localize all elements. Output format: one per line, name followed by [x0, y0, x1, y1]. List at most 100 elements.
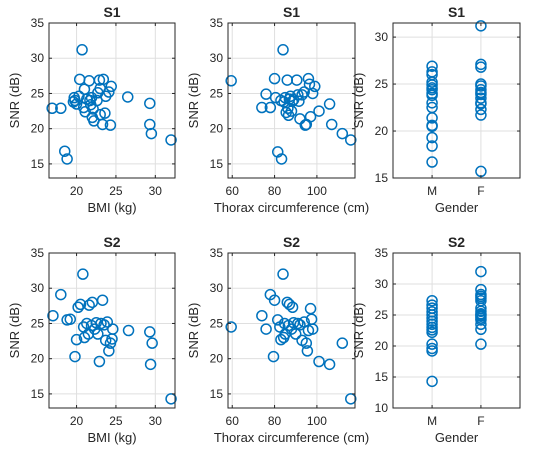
y-tick-label: 20: [31, 122, 45, 136]
y-tick-label: 30: [31, 281, 45, 295]
x-tick-label: 30: [149, 414, 163, 428]
y-tick-label: 35: [31, 16, 45, 30]
data-point: [323, 358, 336, 371]
data-point: [296, 89, 308, 101]
y-tick-label: 30: [375, 277, 389, 291]
data-point: [475, 338, 487, 350]
plot-area: [393, 23, 520, 178]
x-axis-label: BMI (kg): [87, 200, 136, 215]
data-point: [426, 87, 438, 100]
data-point: [144, 326, 156, 338]
data-point: [475, 92, 487, 104]
data-point: [306, 323, 319, 335]
y-tick-label: 30: [210, 51, 224, 65]
y-tick-label: 20: [31, 352, 45, 366]
y-tick-label: 25: [210, 86, 224, 100]
data-point: [426, 119, 438, 132]
data-point: [144, 97, 156, 110]
data-point: [475, 265, 487, 278]
data-point: [298, 86, 310, 98]
data-point: [59, 145, 71, 157]
data-point: [475, 78, 487, 90]
data-point: [90, 317, 102, 329]
data-point: [264, 101, 277, 114]
y-tick-label: 35: [210, 246, 224, 260]
data-point: [426, 60, 438, 72]
y-tick-label: 25: [375, 308, 389, 322]
data-point: [289, 328, 302, 340]
data-point: [103, 345, 115, 357]
plot-area: [49, 253, 175, 408]
data-point: [426, 306, 438, 318]
y-tick-label: 20: [210, 122, 224, 136]
data-point: [72, 301, 84, 313]
axes-box: [392, 252, 521, 409]
data-point: [145, 127, 158, 140]
x-tick-label: M: [427, 414, 437, 428]
x-tick-label: 20: [70, 184, 84, 198]
data-point: [77, 268, 89, 280]
x-tick-label: 100: [307, 414, 327, 428]
y-tick-label: 30: [210, 281, 224, 295]
data-point: [122, 91, 134, 103]
x-tick-label: 30: [149, 184, 163, 198]
x-tick-label: M: [427, 184, 437, 198]
y-tick-label: 20: [375, 339, 389, 353]
data-point: [302, 72, 315, 85]
x-tick-label: 100: [307, 184, 327, 198]
data-point: [313, 355, 325, 368]
data-point: [92, 328, 104, 340]
data-point: [304, 110, 317, 123]
x-tick-label: 80: [268, 414, 282, 428]
axes-box: [227, 22, 356, 179]
chart-title: S1: [103, 4, 120, 20]
data-point: [74, 298, 87, 311]
y-axis-label: SNR (dB): [351, 73, 366, 129]
y-tick-label: 20: [375, 124, 389, 138]
data-point: [96, 294, 109, 306]
axes-box: [392, 22, 521, 179]
data-point: [426, 66, 438, 78]
data-point: [277, 268, 289, 280]
plot-area: [393, 253, 520, 408]
chart-title: S1: [283, 4, 300, 20]
data-point: [79, 106, 91, 118]
y-tick-label: 30: [31, 51, 45, 65]
x-axis-label: Gender: [435, 430, 479, 445]
y-tick-label: 15: [31, 157, 45, 171]
data-point: [165, 393, 177, 405]
data-point: [70, 333, 83, 346]
data-point: [101, 316, 114, 328]
data-point: [225, 75, 237, 87]
axes-box: [227, 252, 356, 409]
y-tick-label: 15: [375, 370, 389, 384]
data-point: [426, 140, 438, 152]
data-point: [426, 101, 438, 114]
data-point: [336, 337, 349, 349]
x-tick-label: 25: [109, 184, 123, 198]
data-point: [256, 101, 268, 114]
chart-title: S1: [448, 4, 465, 20]
data-point: [325, 118, 338, 131]
data-point: [64, 313, 77, 325]
y-tick-label: 15: [31, 387, 45, 401]
data-point: [146, 337, 158, 349]
data-point: [73, 90, 85, 103]
data-point: [426, 299, 438, 311]
y-tick-label: 25: [31, 86, 45, 100]
chart-title: S2: [103, 234, 120, 250]
y-tick-label: 15: [210, 387, 224, 401]
chart-panel-5: 60 80 100 15 20 25 30 35 S2 Thorax circumference …: [186, 234, 369, 445]
data-point: [267, 350, 280, 363]
x-axis-label: BMI (kg): [87, 430, 136, 445]
data-point: [55, 288, 67, 301]
y-tick-label: 25: [210, 316, 224, 330]
x-tick-label: 20: [70, 414, 84, 428]
data-point: [69, 350, 81, 363]
data-point: [97, 73, 110, 86]
y-tick-label: 25: [375, 77, 389, 91]
data-point: [475, 20, 487, 32]
data-point: [426, 375, 438, 388]
y-tick-label: 35: [375, 246, 389, 260]
